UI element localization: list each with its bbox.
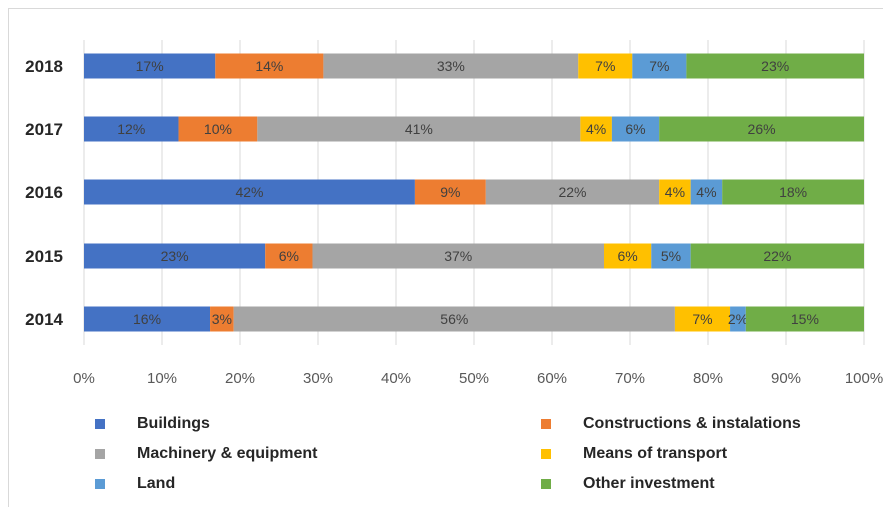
frame-border-top (8, 8, 883, 9)
x-tick-label: 100% (845, 370, 883, 387)
data-label: 42% (235, 184, 263, 200)
data-label: 22% (763, 248, 791, 264)
legend-label-transport: Means of transport (583, 445, 728, 462)
data-label: 26% (748, 121, 776, 137)
bar-segment (84, 53, 216, 79)
data-label: 41% (405, 121, 433, 137)
data-label: 22% (558, 184, 586, 200)
data-label: 10% (204, 121, 232, 137)
bar-segment (580, 116, 612, 142)
legend-swatch-other (541, 479, 551, 489)
legend-item: Land (95, 473, 175, 495)
legend-label-constructions: Constructions & instalations (583, 415, 801, 432)
x-tick-label: 20% (225, 370, 255, 387)
data-label: 4% (696, 184, 716, 200)
bar-segment (632, 53, 687, 79)
bar-segment (84, 116, 179, 142)
bar-segment (485, 179, 660, 205)
data-label: 5% (661, 248, 681, 264)
data-label: 4% (586, 121, 606, 137)
legend-swatch-transport (541, 449, 551, 459)
legend-swatch-land (95, 479, 105, 489)
data-label: 9% (440, 184, 460, 200)
data-label: 4% (665, 184, 685, 200)
legend-item: Means of transport (541, 443, 727, 465)
bar-segment (690, 179, 723, 205)
data-label: 6% (279, 248, 299, 264)
data-label: 7% (692, 311, 712, 327)
stacked-bar-chart: 0% 10% 20% 30% 40% 50% 60% 70% 80% 90% 100% 2018 17%… (25, 40, 883, 387)
bar-segment (84, 179, 415, 205)
data-label: 12% (117, 121, 145, 137)
frame-border-left (8, 8, 9, 507)
data-label: 7% (649, 58, 669, 74)
legend-swatch-machinery (95, 449, 105, 459)
legend-swatch-constructions (541, 419, 551, 429)
x-tick-label: 10% (147, 370, 177, 387)
y-category-label: 2017 (25, 120, 63, 139)
data-label: 17% (136, 58, 164, 74)
bar-segment (674, 306, 731, 332)
legend-label-machinery: Machinery & equipment (137, 445, 318, 462)
bar-segment (578, 53, 633, 79)
data-label: 33% (437, 58, 465, 74)
bar-segment (414, 179, 486, 205)
data-label: 23% (761, 58, 789, 74)
bar-segment (323, 53, 579, 79)
data-label: 7% (595, 58, 615, 74)
bar-segment (604, 243, 652, 269)
x-tick-label: 60% (537, 370, 567, 387)
bar-segment (84, 243, 266, 269)
legend-item: Buildings (95, 413, 210, 435)
x-tick-label: 40% (381, 370, 411, 387)
bar-segment (210, 306, 234, 332)
chart-legend: Buildings Constructions & instalations M… (95, 412, 875, 502)
legend-label-land: Land (137, 475, 176, 492)
data-label: 2% (728, 311, 748, 327)
bar-segment (651, 243, 691, 269)
bar-segment (265, 243, 313, 269)
data-label: 23% (161, 248, 189, 264)
data-label: 56% (440, 311, 468, 327)
bar-segment (722, 179, 864, 205)
bar-segment (730, 306, 746, 332)
legend-item: Machinery & equipment (95, 443, 317, 465)
data-label: 14% (255, 58, 283, 74)
legend-label-other: Other investment (583, 475, 715, 492)
x-tick-label: 70% (615, 370, 645, 387)
x-tick-label: 80% (693, 370, 723, 387)
bar-segment (178, 116, 258, 142)
bar-segment (312, 243, 604, 269)
bar-segment (659, 179, 691, 205)
legend-label-buildings: Buildings (137, 415, 210, 432)
data-label: 6% (625, 121, 645, 137)
bar-segment (84, 306, 211, 332)
x-tick-label: 50% (459, 370, 489, 387)
y-category-label: 2015 (25, 247, 63, 266)
y-category-label: 2016 (25, 183, 63, 202)
legend-item: Constructions & instalations (541, 413, 801, 435)
data-label: 16% (133, 311, 161, 327)
legend-item: Other investment (541, 473, 715, 495)
y-category-label: 2014 (25, 310, 63, 329)
data-label: 3% (212, 311, 232, 327)
bar-segment (659, 116, 864, 142)
data-label: 37% (444, 248, 472, 264)
bar-segment (745, 306, 864, 332)
legend-swatch-buildings (95, 419, 105, 429)
x-tick-label: 90% (771, 370, 801, 387)
y-category-label: 2018 (25, 57, 63, 76)
x-tick-label: 0% (73, 370, 95, 387)
bar-segment (611, 116, 660, 142)
data-label: 6% (618, 248, 638, 264)
bar-segment (690, 243, 864, 269)
bar-segment (257, 116, 581, 142)
bar-segment (233, 306, 675, 332)
bar-segment (686, 53, 864, 79)
data-label: 15% (791, 311, 819, 327)
x-tick-label: 30% (303, 370, 333, 387)
data-label: 18% (779, 184, 807, 200)
bar-segment (215, 53, 324, 79)
